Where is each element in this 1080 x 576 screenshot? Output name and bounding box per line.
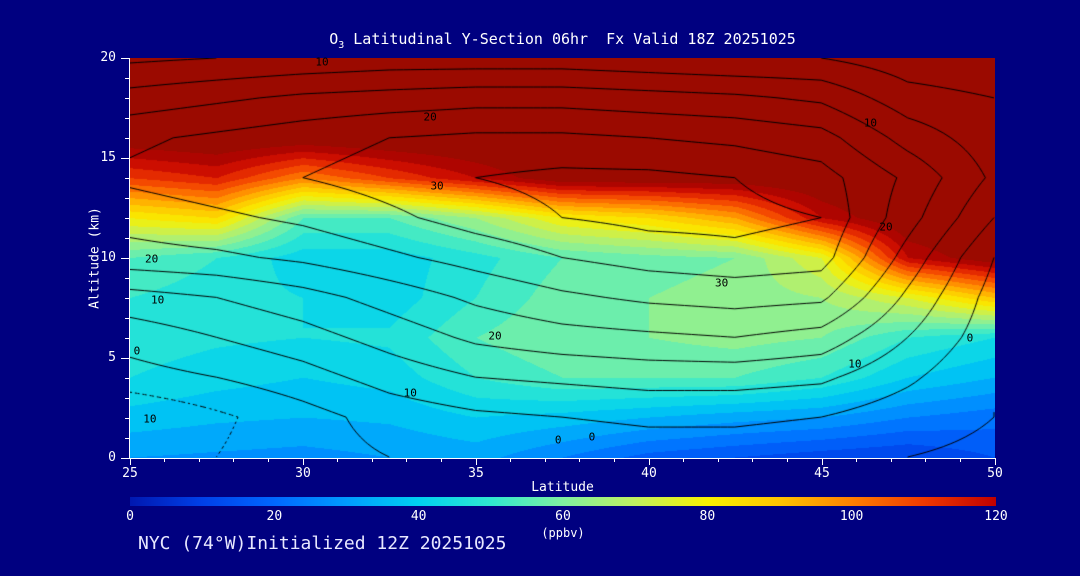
x-axis-title: Latitude [531,480,594,495]
x-major-tick [129,459,131,465]
colorbar-tick-label: 100 [839,509,864,524]
x-minor-tick [683,459,685,462]
chart-title-prefix: O [329,30,339,48]
x-minor-tick [613,459,615,462]
y-minor-tick [125,177,129,179]
y-minor-tick [125,437,129,439]
y-minor-tick [125,77,129,79]
y-tick-label: 0 [108,450,116,465]
x-minor-tick [406,459,408,462]
x-minor-tick [510,459,512,462]
x-tick-label: 45 [814,466,830,481]
colorbar-gradient [130,497,996,506]
y-tick-label: 10 [100,250,116,265]
y-minor-tick [125,397,129,399]
y-minor-tick [125,117,129,119]
y-minor-tick [125,197,129,199]
x-axis-line [129,458,996,459]
x-minor-tick [198,459,200,462]
x-minor-tick [752,459,754,462]
y-minor-tick [125,417,129,419]
x-minor-tick [717,459,719,462]
x-minor-tick [440,459,442,462]
x-minor-tick [164,459,166,462]
x-minor-tick [925,459,927,462]
y-tick-label: 5 [108,350,116,365]
y-minor-tick [125,97,129,99]
y-minor-tick [125,337,129,339]
colorbar-tick-label: 40 [410,509,427,524]
colorbar-tick-label: 60 [555,509,571,524]
y-minor-tick [125,277,129,279]
x-major-tick [994,459,996,465]
y-minor-tick [125,137,129,139]
x-major-tick [475,459,477,465]
y-axis-line [129,58,130,459]
x-minor-tick [786,459,788,462]
x-tick-label: 30 [295,466,311,481]
colorbar-tick-label: 20 [266,509,283,524]
x-tick-label: 35 [468,466,484,481]
y-tick-label: 15 [100,150,116,165]
y-major-tick [121,57,129,59]
x-tick-label: 25 [122,466,138,481]
colorbar-tick-label: 0 [126,509,134,524]
x-minor-tick [544,459,546,462]
contour-plot-canvas [130,58,995,458]
y-tick-label: 20 [100,50,116,65]
chart-title: O3 Latitudinal Y-Section 06hr Fx Valid 1… [130,30,995,51]
y-major-tick [121,157,129,159]
footer-text: NYC (74°W)Initialized 12Z 20251025 [138,533,507,554]
x-minor-tick [959,459,961,462]
x-minor-tick [890,459,892,462]
x-major-tick [648,459,650,465]
colorbar-tick-label: 80 [699,509,716,524]
y-minor-tick [125,217,129,219]
x-tick-label: 40 [641,466,657,481]
colorbar-tick-label: 120 [984,509,1008,524]
x-major-tick [821,459,823,465]
y-major-tick [121,257,129,259]
x-minor-tick [856,459,858,462]
y-minor-tick [125,377,129,379]
x-minor-tick [579,459,581,462]
x-minor-tick [337,459,339,462]
x-minor-tick [233,459,235,462]
colorbar-unit-label: (ppbv) [541,526,585,540]
chart-title-rest: Latitudinal Y-Section 06hr Fx Valid 18Z … [344,30,796,48]
y-minor-tick [125,297,129,299]
chart-title-subscript: 3 [338,40,345,51]
y-major-tick [121,457,129,459]
x-tick-label: 50 [987,466,1003,481]
y-minor-tick [125,237,129,239]
x-minor-tick [267,459,269,462]
x-major-tick [302,459,304,465]
y-major-tick [121,357,129,359]
y-minor-tick [125,317,129,319]
x-minor-tick [371,459,373,462]
